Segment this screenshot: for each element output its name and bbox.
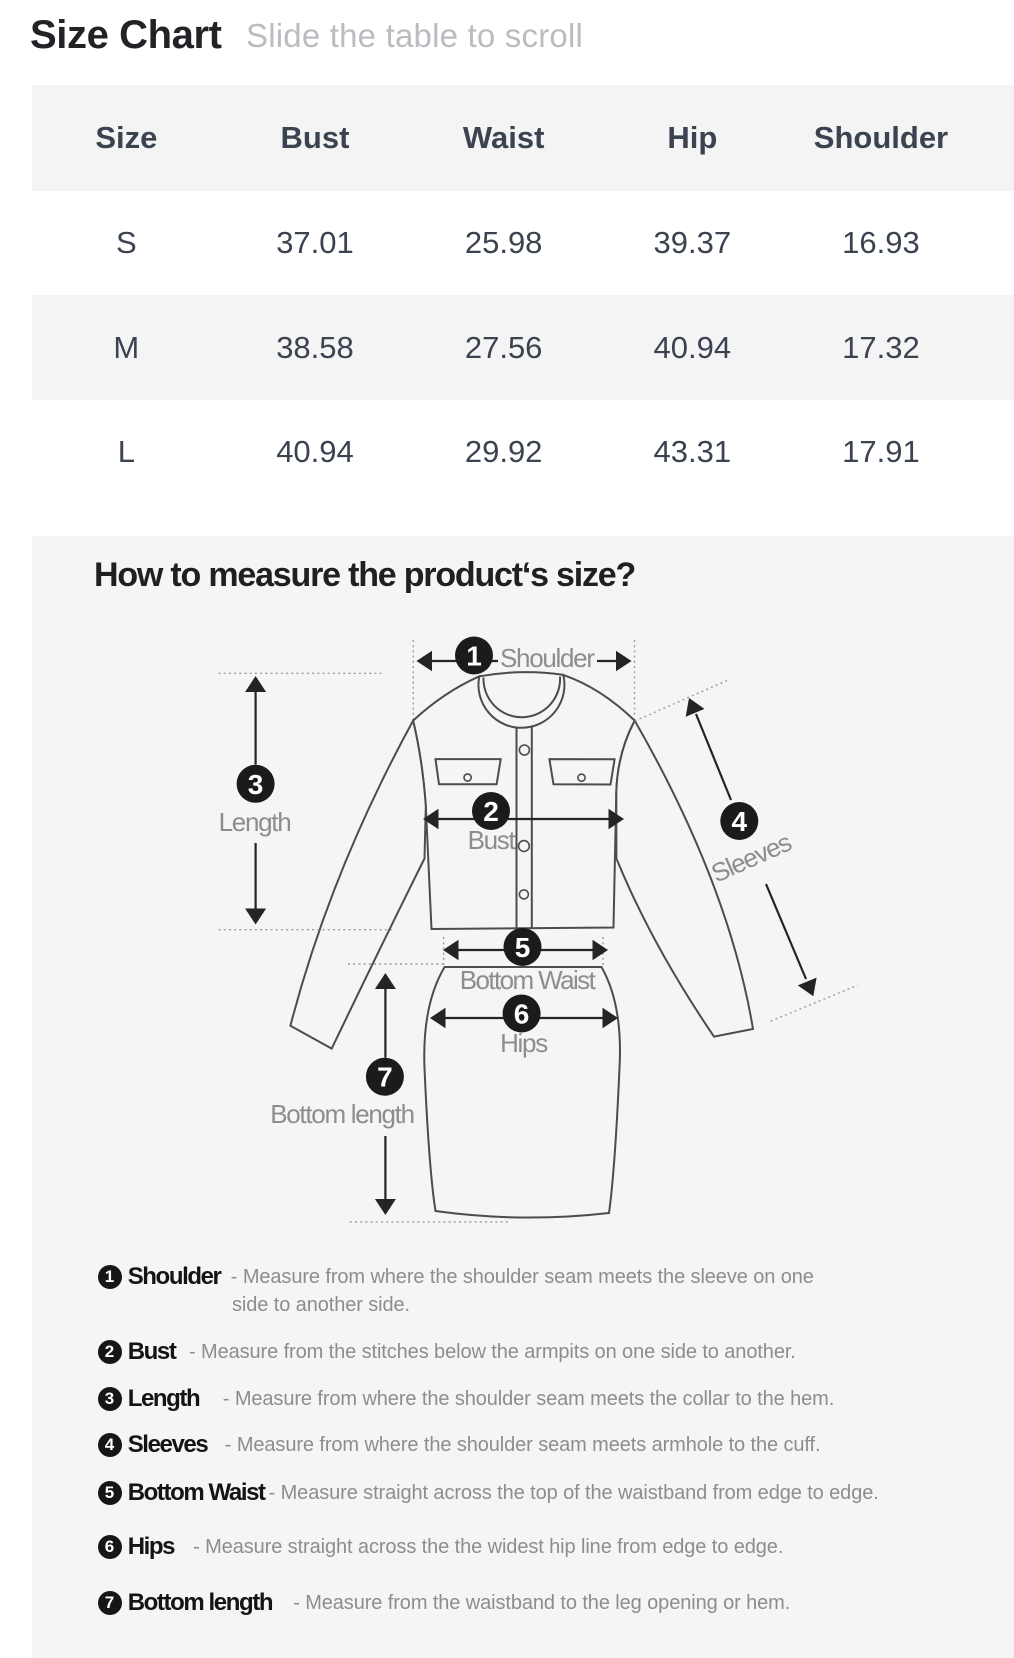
svg-text:Shoulder: Shoulder [500,643,595,673]
svg-text:Bottom length: Bottom length [270,1099,414,1129]
svg-text:6: 6 [514,999,530,1030]
svg-text:3: 3 [248,769,264,800]
svg-text:Length: Length [219,807,291,837]
svg-text:Bust: Bust [468,825,517,855]
svg-text:Sleeves: Sleeves [707,827,797,889]
svg-text:1: 1 [466,641,482,672]
svg-text:Hips: Hips [500,1028,548,1058]
svg-text:5: 5 [515,932,531,963]
svg-text:7: 7 [377,1062,393,1093]
svg-text:4: 4 [732,806,748,837]
svg-text:2: 2 [483,796,499,827]
svg-text:Bottom Waist: Bottom Waist [460,965,597,995]
